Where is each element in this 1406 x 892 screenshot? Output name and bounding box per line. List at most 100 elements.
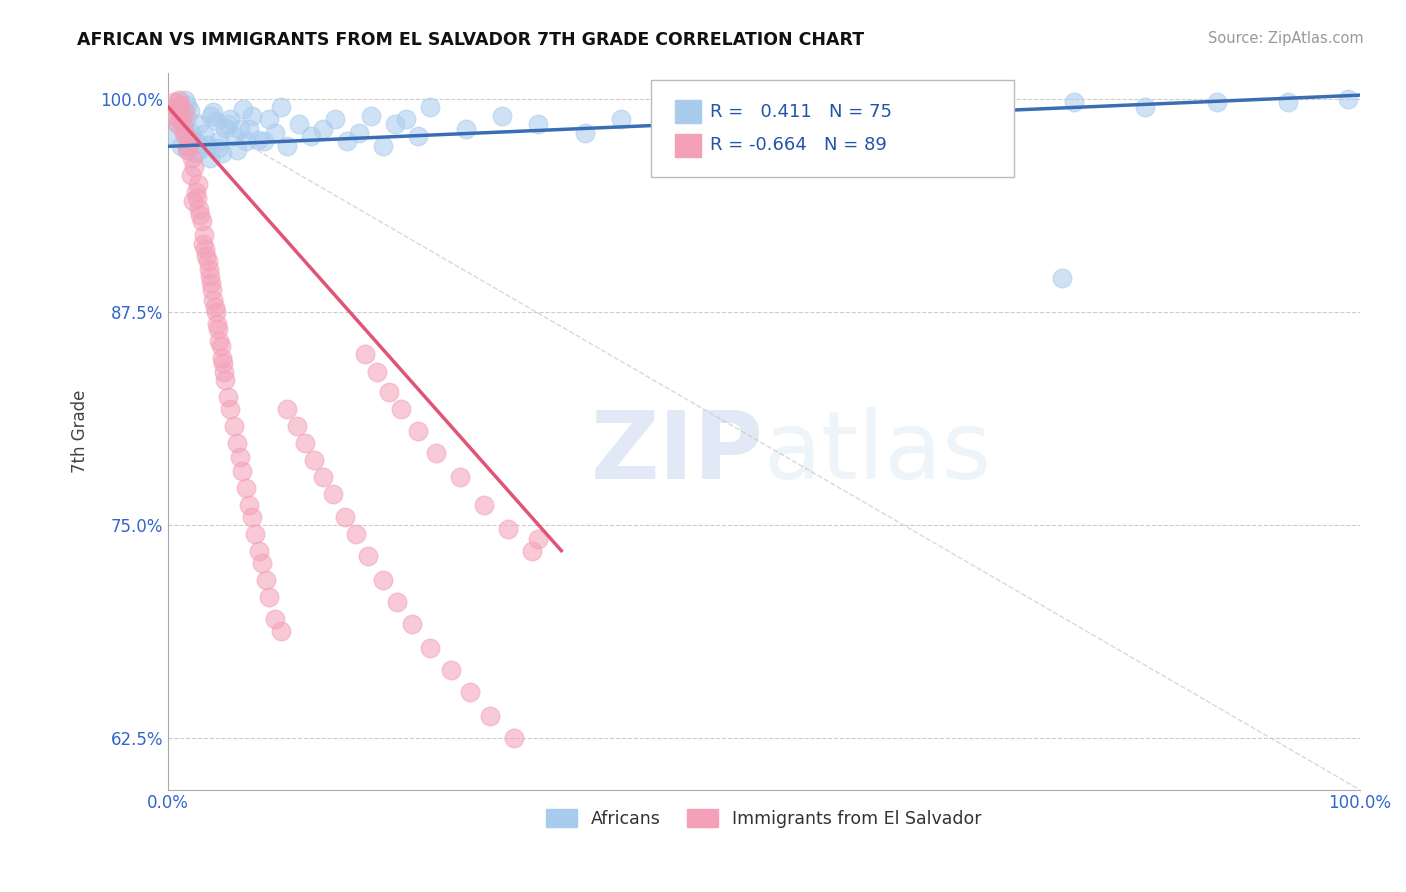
Point	[1277, 95, 1299, 109]
Point	[177, 143, 200, 157]
Point	[366, 365, 388, 379]
Point	[201, 283, 224, 297]
Point	[401, 617, 423, 632]
Point	[200, 109, 222, 123]
FancyBboxPatch shape	[675, 100, 700, 123]
Point	[211, 146, 233, 161]
Point	[658, 105, 681, 120]
Point	[169, 100, 191, 114]
Point	[294, 436, 316, 450]
Point	[322, 487, 344, 501]
Point	[347, 126, 370, 140]
Point	[205, 113, 228, 128]
Point	[360, 109, 382, 123]
Point	[252, 556, 274, 570]
FancyBboxPatch shape	[651, 80, 1014, 177]
Point	[1205, 95, 1227, 109]
Point	[478, 709, 501, 723]
Point	[193, 228, 215, 243]
Point	[246, 132, 269, 146]
Y-axis label: 7th Grade: 7th Grade	[72, 390, 89, 473]
Point	[226, 436, 249, 450]
Point	[240, 109, 263, 123]
Point	[312, 122, 335, 136]
Point	[217, 390, 239, 404]
Point	[183, 132, 205, 146]
Point	[219, 402, 242, 417]
Point	[247, 543, 270, 558]
Text: R =   0.411   N = 75: R = 0.411 N = 75	[710, 103, 893, 120]
Point	[163, 95, 186, 109]
Point	[181, 194, 204, 208]
Point	[264, 612, 287, 626]
Point	[353, 347, 375, 361]
Text: Source: ZipAtlas.com: Source: ZipAtlas.com	[1208, 31, 1364, 46]
Point	[202, 293, 225, 307]
Point	[181, 134, 204, 148]
Point	[408, 424, 430, 438]
Point	[302, 453, 325, 467]
Point	[169, 98, 191, 112]
Point	[219, 112, 242, 126]
Point	[190, 141, 212, 155]
Point	[184, 146, 207, 161]
Point	[472, 498, 495, 512]
Point	[1336, 92, 1358, 106]
Point	[197, 253, 219, 268]
Point	[231, 463, 253, 477]
Point	[176, 98, 198, 112]
Point	[172, 117, 194, 131]
Point	[166, 117, 188, 131]
Point	[408, 129, 430, 144]
Point	[181, 151, 204, 165]
Point	[384, 117, 406, 131]
Point	[176, 143, 198, 157]
Point	[193, 128, 215, 142]
Point	[179, 134, 201, 148]
Point	[165, 129, 187, 144]
Point	[371, 139, 394, 153]
Point	[198, 268, 221, 283]
Point	[208, 334, 231, 348]
Point	[166, 100, 188, 114]
Point	[170, 139, 193, 153]
Point	[449, 470, 471, 484]
Point	[1063, 95, 1085, 109]
Point	[526, 532, 548, 546]
Point	[174, 129, 197, 144]
Point	[205, 317, 228, 331]
Text: AFRICAN VS IMMIGRANTS FROM EL SALVADOR 7TH GRADE CORRELATION CHART: AFRICAN VS IMMIGRANTS FROM EL SALVADOR 7…	[77, 31, 865, 49]
Point	[166, 103, 188, 118]
Point	[276, 402, 298, 417]
Point	[491, 109, 513, 123]
Text: atlas: atlas	[763, 407, 993, 499]
Point	[198, 151, 221, 165]
Point	[991, 100, 1014, 114]
Point	[235, 134, 257, 148]
Point	[186, 190, 208, 204]
Point	[270, 100, 292, 114]
Point	[357, 549, 380, 563]
Point	[167, 93, 190, 107]
Point	[333, 509, 356, 524]
Point	[288, 117, 311, 131]
Point	[752, 109, 775, 123]
Point	[190, 214, 212, 228]
Point	[163, 109, 186, 123]
Point	[205, 305, 228, 319]
Point	[920, 105, 942, 120]
Point	[174, 105, 197, 120]
Point	[166, 95, 188, 109]
Point	[252, 134, 274, 148]
Point	[165, 109, 187, 123]
Point	[179, 103, 201, 118]
Point	[574, 126, 596, 140]
Point	[419, 100, 441, 114]
Point	[264, 126, 287, 140]
Point	[243, 526, 266, 541]
Point	[312, 470, 335, 484]
Point	[184, 186, 207, 200]
Legend: Africans, Immigrants from El Salvador: Africans, Immigrants from El Salvador	[538, 802, 988, 835]
Point	[170, 112, 193, 126]
Point	[800, 100, 823, 114]
